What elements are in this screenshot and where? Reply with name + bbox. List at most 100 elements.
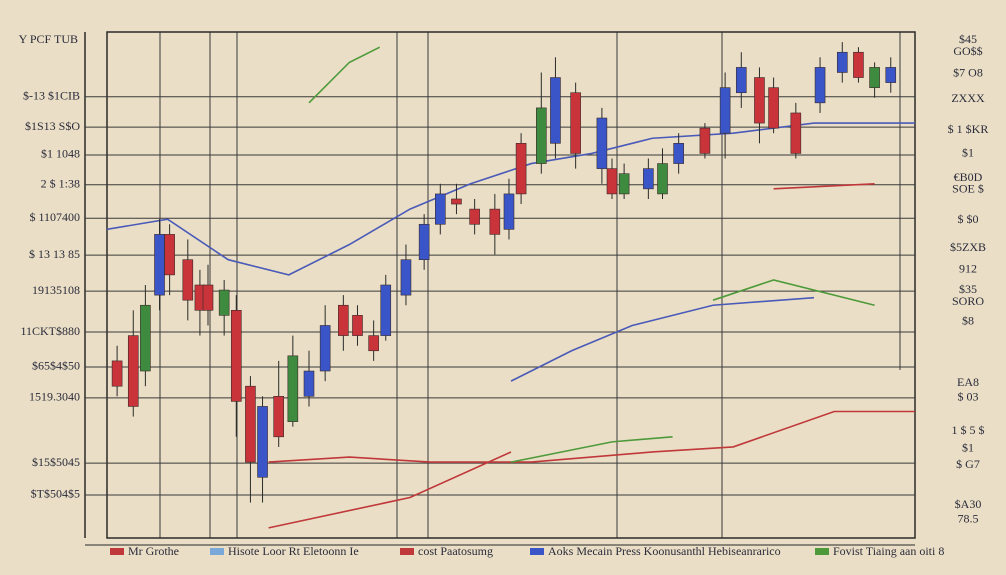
legend-swatch	[110, 548, 124, 555]
candle-body	[735, 67, 747, 94]
y2-tick-label: SOE $	[952, 182, 984, 196]
candle	[319, 305, 331, 382]
candle	[368, 320, 379, 361]
y-tick-label: 19135108	[32, 283, 80, 297]
trend-line	[106, 122, 915, 276]
candle-body	[814, 67, 826, 104]
candle	[273, 360, 285, 447]
y2-tick-label: €B0D	[954, 170, 983, 184]
candle-body	[869, 67, 880, 88]
candle-body	[303, 370, 315, 397]
candle	[287, 335, 299, 427]
legend-label: Hisote Loor Rt Eletoonn Ie	[228, 544, 359, 558]
candle	[699, 123, 711, 159]
candle-body	[673, 143, 684, 164]
legend-label: Aoks Mecain Press Koonusanthl Hebiseanra…	[548, 544, 781, 558]
candle	[853, 47, 864, 83]
candle	[400, 244, 412, 306]
plot-frame	[106, 31, 916, 539]
y2-tick-label: SORO	[952, 294, 984, 308]
y2-tick-label: $ G7	[956, 457, 980, 471]
candle-body	[400, 259, 412, 296]
legend-swatch	[210, 548, 224, 555]
candle-body	[418, 223, 430, 260]
candle-body	[754, 77, 765, 124]
candle-body	[469, 208, 480, 225]
candle	[352, 305, 363, 346]
candle-body	[885, 67, 897, 83]
candle-body	[451, 198, 462, 205]
candle-body	[380, 284, 392, 336]
candle-body	[790, 112, 802, 154]
y-tick-label: $T$504$5	[31, 487, 80, 501]
y2-tick-label: $1	[962, 146, 974, 160]
candle	[303, 350, 315, 407]
candle-body	[319, 325, 331, 372]
candle	[869, 62, 880, 98]
trend-line	[773, 183, 875, 190]
legend-label: cost Paatosumg	[418, 544, 493, 558]
candle-body	[230, 309, 242, 402]
candle	[535, 72, 547, 174]
candle	[257, 396, 268, 503]
candle-body	[503, 193, 515, 230]
candle-body	[535, 107, 547, 164]
legend-swatch	[400, 548, 414, 555]
candle	[245, 376, 256, 503]
candle-body	[719, 87, 731, 134]
y-tick-label: $ 13 13 85	[29, 247, 80, 261]
candle	[202, 264, 214, 326]
candle-body	[489, 208, 501, 235]
candle	[489, 193, 501, 255]
candle	[618, 163, 630, 199]
candle	[768, 77, 779, 134]
candle	[673, 133, 684, 174]
y-tick-label: 2 $ 1:38	[41, 177, 80, 191]
candle-body	[182, 259, 194, 301]
y2-tick-label: $45	[959, 32, 977, 46]
y2-tick-label: $1	[962, 441, 974, 455]
candle-body	[570, 92, 581, 154]
candle-body	[768, 87, 779, 129]
y-axis-label: Y PCF TUB	[19, 32, 78, 46]
candle	[230, 295, 242, 437]
legend-label: Mr Grothe	[128, 544, 179, 558]
legend-label: Fovist Tiaing aan oiti 8	[833, 544, 944, 558]
candle	[836, 42, 848, 83]
candle	[814, 57, 826, 113]
candle-body	[287, 355, 299, 422]
y-tick-label: 11CKT$880	[20, 324, 80, 338]
y2-tick-label: $7 O8	[953, 66, 983, 80]
candle	[418, 214, 430, 270]
y2-tick-label: $ 03	[958, 390, 979, 404]
candle-body	[245, 385, 256, 463]
trend-line	[510, 436, 673, 463]
candle	[434, 183, 446, 235]
candle-body	[154, 234, 165, 296]
candle-body	[127, 335, 139, 407]
candle-body	[352, 315, 363, 336]
candle	[885, 57, 897, 93]
y2-tick-label: 1 $ 5 $	[952, 423, 985, 437]
candle-body	[434, 193, 446, 225]
legend-swatch	[815, 548, 829, 555]
legend-swatch	[530, 548, 544, 555]
candle	[643, 158, 654, 199]
y-tick-label: 1519.3040	[29, 390, 80, 404]
candle-body	[111, 360, 123, 387]
candle-body	[596, 117, 608, 169]
candle	[164, 224, 175, 296]
y-tick-label: $1S13 S$O	[25, 119, 80, 133]
candle-body	[657, 163, 668, 195]
candle	[503, 178, 515, 240]
candle	[380, 274, 392, 341]
candle	[754, 67, 765, 144]
candle-body	[164, 234, 175, 276]
candle-body	[140, 304, 151, 372]
candle	[218, 279, 230, 336]
candle-body	[853, 51, 864, 78]
candle	[657, 148, 668, 199]
candle	[451, 183, 462, 215]
y2-tick-label: $ 1 $KR	[948, 122, 989, 136]
candle	[469, 198, 480, 235]
